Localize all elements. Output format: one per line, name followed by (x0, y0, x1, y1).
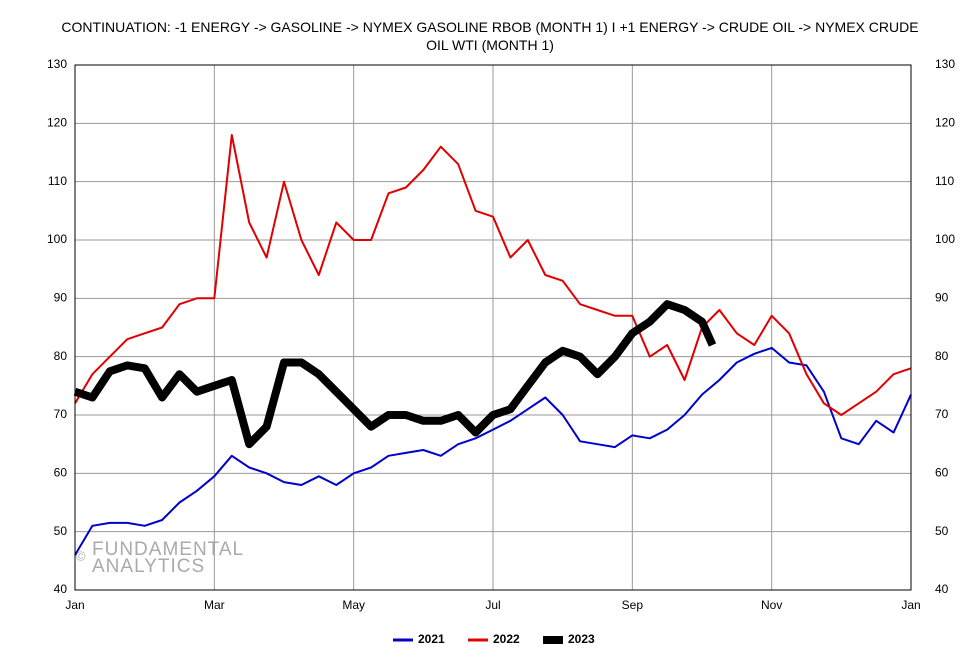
y-tick-label: 50 (54, 524, 68, 538)
x-tick-label: Sep (622, 598, 644, 612)
y2-tick-label: 40 (935, 582, 949, 596)
x-tick-label: Jul (485, 598, 500, 612)
x-tick-label: May (342, 598, 365, 612)
y-tick-label: 130 (47, 57, 67, 71)
legend-label: 2022 (493, 632, 520, 646)
y2-tick-label: 120 (935, 116, 955, 130)
y2-tick-label: 110 (935, 174, 954, 188)
watermark-symbol: © (76, 548, 86, 563)
y2-tick-label: 130 (935, 57, 955, 71)
y2-tick-label: 50 (935, 524, 949, 538)
y-tick-label: 40 (54, 582, 68, 596)
x-tick-label: Jan (901, 598, 920, 612)
y2-tick-label: 60 (935, 466, 949, 480)
legend-label: 2023 (568, 632, 595, 646)
watermark: ANALYTICS (92, 556, 205, 577)
series-line (74, 134, 912, 416)
series-line (74, 346, 912, 556)
plot-frame (74, 64, 912, 591)
chart-title: CONTINUATION: -1 ENERGY -> GASOLINE -> N… (61, 19, 919, 53)
y-tick-label: 70 (54, 407, 68, 421)
y-tick-label: 90 (54, 291, 68, 305)
series-line (73, 300, 717, 449)
y-tick-label: 100 (47, 232, 67, 246)
y-tick-label: 120 (47, 116, 67, 130)
y2-tick-label: 100 (935, 232, 955, 246)
y-tick-label: 60 (54, 466, 68, 480)
legend-label: 2021 (418, 632, 445, 646)
y2-tick-label: 70 (935, 407, 949, 421)
y-tick-label: 80 (54, 349, 68, 363)
watermark: FUNDAMENTAL (92, 539, 244, 560)
x-tick-label: Mar (204, 598, 225, 612)
x-tick-label: Nov (761, 598, 782, 612)
y2-tick-label: 90 (935, 291, 949, 305)
y2-tick-label: 80 (935, 349, 949, 363)
y-tick-label: 110 (48, 174, 67, 188)
x-tick-label: Jan (65, 598, 84, 612)
